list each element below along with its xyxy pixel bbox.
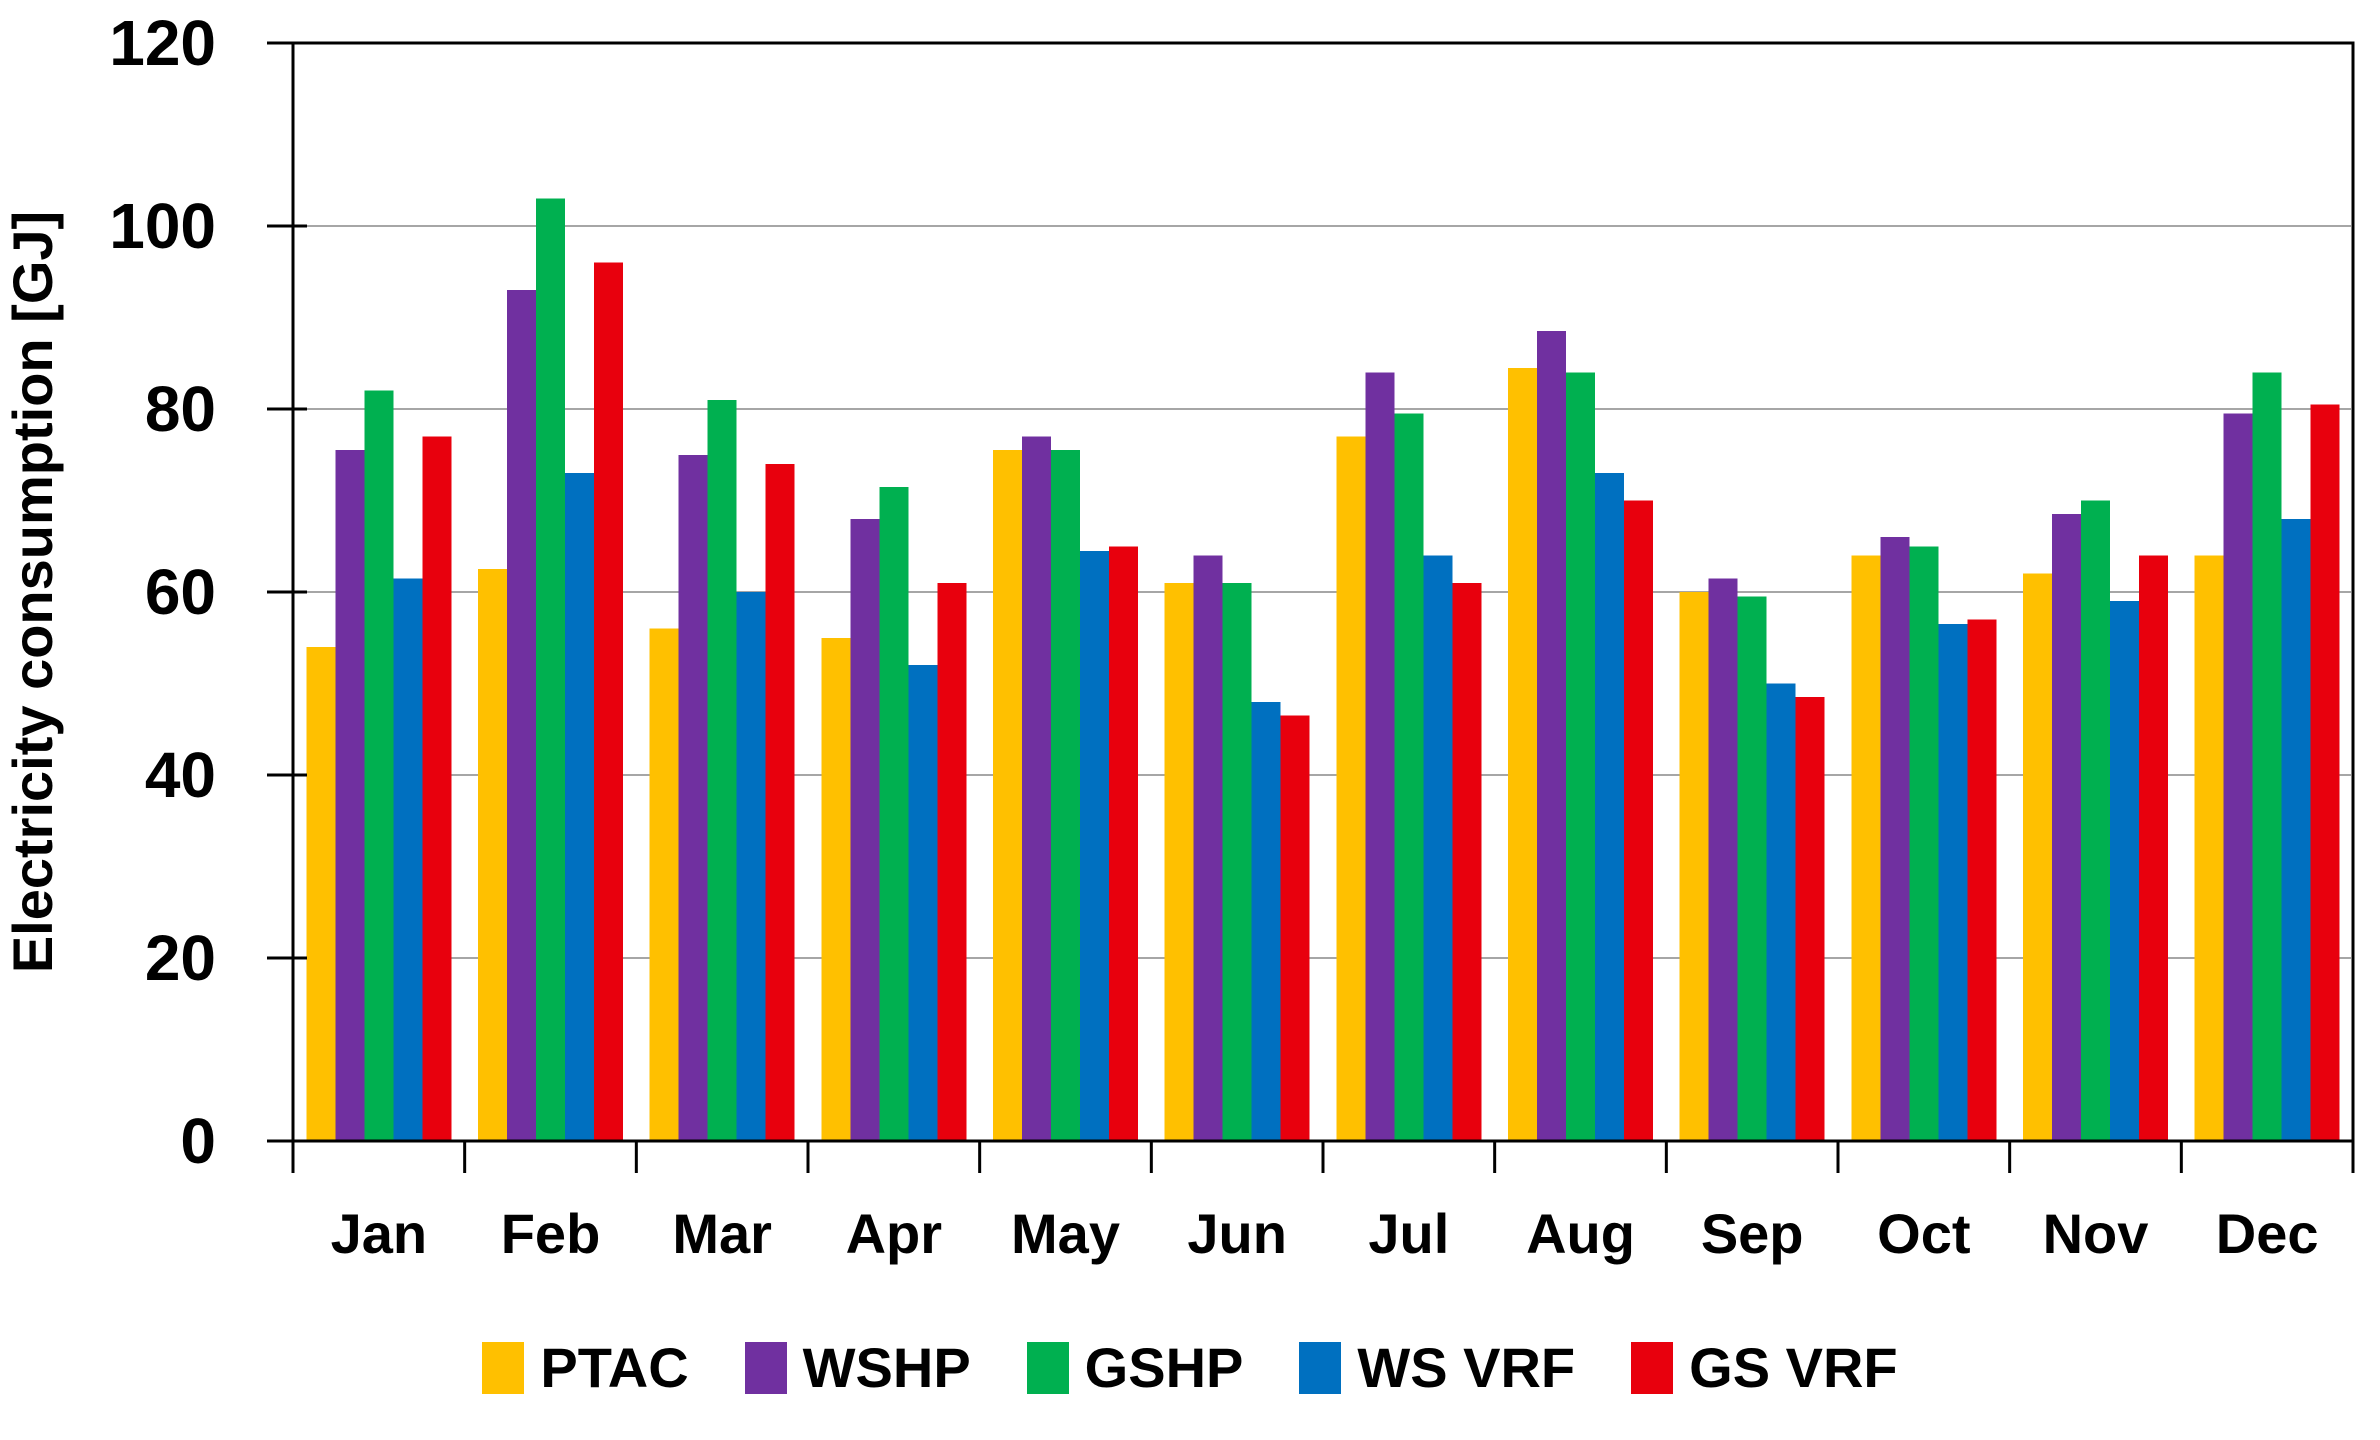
x-tick-label-apr: Apr xyxy=(846,1202,942,1265)
bar-gs-vrf-sep xyxy=(1795,697,1825,1141)
bar-wshp-jul xyxy=(1365,372,1395,1141)
bar-gs-vrf-may xyxy=(1109,546,1138,1141)
legend-marker-gs-vrf xyxy=(1631,1342,1674,1394)
bar-gs-vrf-jul xyxy=(1452,582,1482,1141)
bar-gshp-jan xyxy=(364,390,394,1141)
bar-wshp-apr xyxy=(850,518,880,1141)
y-axis-title: Electricity consumption [GJ] xyxy=(1,211,64,973)
bar-wshp-jun xyxy=(1193,555,1223,1141)
bar-ptac-oct xyxy=(1851,555,1881,1141)
x-tick-label-aug: Aug xyxy=(1526,1202,1635,1265)
x-tick-label-nov: Nov xyxy=(2043,1202,2149,1265)
y-tick-label: 120 xyxy=(109,7,216,79)
bar-ws-vrf-jul xyxy=(1423,555,1453,1141)
bar-wshp-feb xyxy=(507,290,536,1141)
bar-gshp-mar xyxy=(707,399,737,1142)
bar-gshp-dec xyxy=(2252,372,2282,1141)
bar-ws-vrf-oct xyxy=(1938,624,1968,1141)
chart-legend: PTAC WSHP GSHP WS VRF GS VRF xyxy=(0,1340,2380,1396)
bar-wshp-jan xyxy=(335,450,365,1141)
bar-gs-vrf-dec xyxy=(2310,404,2340,1141)
bar-gshp-sep xyxy=(1737,596,1767,1141)
bar-ptac-apr xyxy=(821,637,851,1141)
bar-gshp-jun xyxy=(1222,582,1252,1141)
bar-gshp-nov xyxy=(2081,500,2110,1141)
legend-item-wshp: WSHP xyxy=(744,1336,971,1399)
bar-gshp-may xyxy=(1051,450,1080,1141)
bar-gs-vrf-jan xyxy=(422,436,452,1141)
legend-marker-ptac xyxy=(482,1342,525,1394)
bar-ws-vrf-jan xyxy=(393,578,423,1141)
bar-ptac-dec xyxy=(2194,555,2224,1141)
bar-ws-vrf-dec xyxy=(2281,518,2311,1141)
y-tick-label: 40 xyxy=(145,739,216,811)
bar-ptac-nov xyxy=(2023,573,2052,1141)
bar-gs-vrf-mar xyxy=(765,463,795,1141)
bar-wshp-dec xyxy=(2223,413,2253,1141)
x-tick-label-mar: Mar xyxy=(672,1202,772,1265)
legend-item-gshp: GSHP xyxy=(1026,1336,1244,1399)
bar-wshp-mar xyxy=(678,454,708,1141)
bar-gs-vrf-oct xyxy=(1967,619,1997,1141)
bar-ws-vrf-jun xyxy=(1251,701,1281,1141)
bar-gshp-jul xyxy=(1394,413,1424,1141)
x-tick-label-jan: Jan xyxy=(331,1202,428,1265)
bar-wshp-nov xyxy=(2052,514,2081,1141)
legend-label: GS VRF xyxy=(1689,1336,1898,1399)
x-tick-label-jun: Jun xyxy=(1187,1202,1287,1265)
bar-gs-vrf-feb xyxy=(594,262,623,1142)
bar-ws-vrf-feb xyxy=(565,473,594,1141)
bar-wshp-sep xyxy=(1708,578,1738,1141)
x-tick-label-sep: Sep xyxy=(1701,1202,1804,1265)
bar-gshp-apr xyxy=(879,486,909,1141)
legend-label: GSHP xyxy=(1084,1336,1244,1399)
bar-gshp-oct xyxy=(1909,546,1939,1141)
bar-gshp-aug xyxy=(1566,372,1595,1141)
legend-marker-ws-vrf xyxy=(1299,1342,1342,1394)
y-tick-label: 20 xyxy=(145,922,216,994)
bar-ptac-feb xyxy=(478,569,507,1141)
legend-marker-wshp xyxy=(744,1342,787,1394)
legend-label: WSHP xyxy=(802,1336,971,1399)
bar-ptac-may xyxy=(993,450,1022,1141)
bar-ptac-jan xyxy=(306,646,336,1141)
bar-ptac-sep xyxy=(1679,592,1709,1141)
bar-ptac-jun xyxy=(1164,582,1194,1141)
y-tick-label: 60 xyxy=(145,556,216,628)
bar-gs-vrf-nov xyxy=(2139,555,2168,1141)
bar-wshp-may xyxy=(1022,436,1051,1141)
y-tick-label: 80 xyxy=(145,373,216,445)
bar-wshp-aug xyxy=(1537,331,1566,1142)
bar-ws-vrf-mar xyxy=(736,592,766,1141)
x-tick-label-may: May xyxy=(1011,1202,1120,1265)
y-tick-label: 0 xyxy=(180,1105,216,1177)
legend-label: WS VRF xyxy=(1357,1336,1576,1399)
bar-ptac-jul xyxy=(1336,436,1366,1141)
bar-ws-vrf-nov xyxy=(2110,601,2139,1141)
legend-marker-gshp xyxy=(1026,1342,1069,1394)
bar-ptac-aug xyxy=(1508,367,1537,1141)
bar-chart-canvas: 0 20 40 60 80 100 120 Jan Feb Mar Apr May Jun Jul Aug S… xyxy=(1,7,2355,1265)
bar-ws-vrf-aug xyxy=(1595,473,1624,1141)
x-tick-label-feb: Feb xyxy=(501,1202,601,1265)
bar-gs-vrf-jun xyxy=(1280,715,1310,1141)
x-tick-label-jul: Jul xyxy=(1368,1202,1449,1265)
bar-wshp-oct xyxy=(1880,537,1910,1141)
bar-gs-vrf-aug xyxy=(1624,500,1653,1141)
legend-item-ptac: PTAC xyxy=(482,1336,689,1399)
bar-ws-vrf-sep xyxy=(1766,683,1796,1141)
legend-item-ws-vrf: WS VRF xyxy=(1299,1340,1575,1396)
bar-gs-vrf-apr xyxy=(937,582,967,1141)
bar-gshp-feb xyxy=(536,198,565,1142)
x-tick-label-dec: Dec xyxy=(2216,1202,2319,1265)
legend-label: PTAC xyxy=(540,1336,689,1399)
bar-ws-vrf-may xyxy=(1080,550,1109,1141)
x-tick-label-oct: Oct xyxy=(1877,1202,1970,1265)
y-tick-label: 100 xyxy=(109,190,216,262)
bar-ptac-mar xyxy=(649,628,679,1141)
legend-item-gs-vrf: GS VRF xyxy=(1631,1336,1898,1399)
bar-ws-vrf-apr xyxy=(908,665,938,1141)
